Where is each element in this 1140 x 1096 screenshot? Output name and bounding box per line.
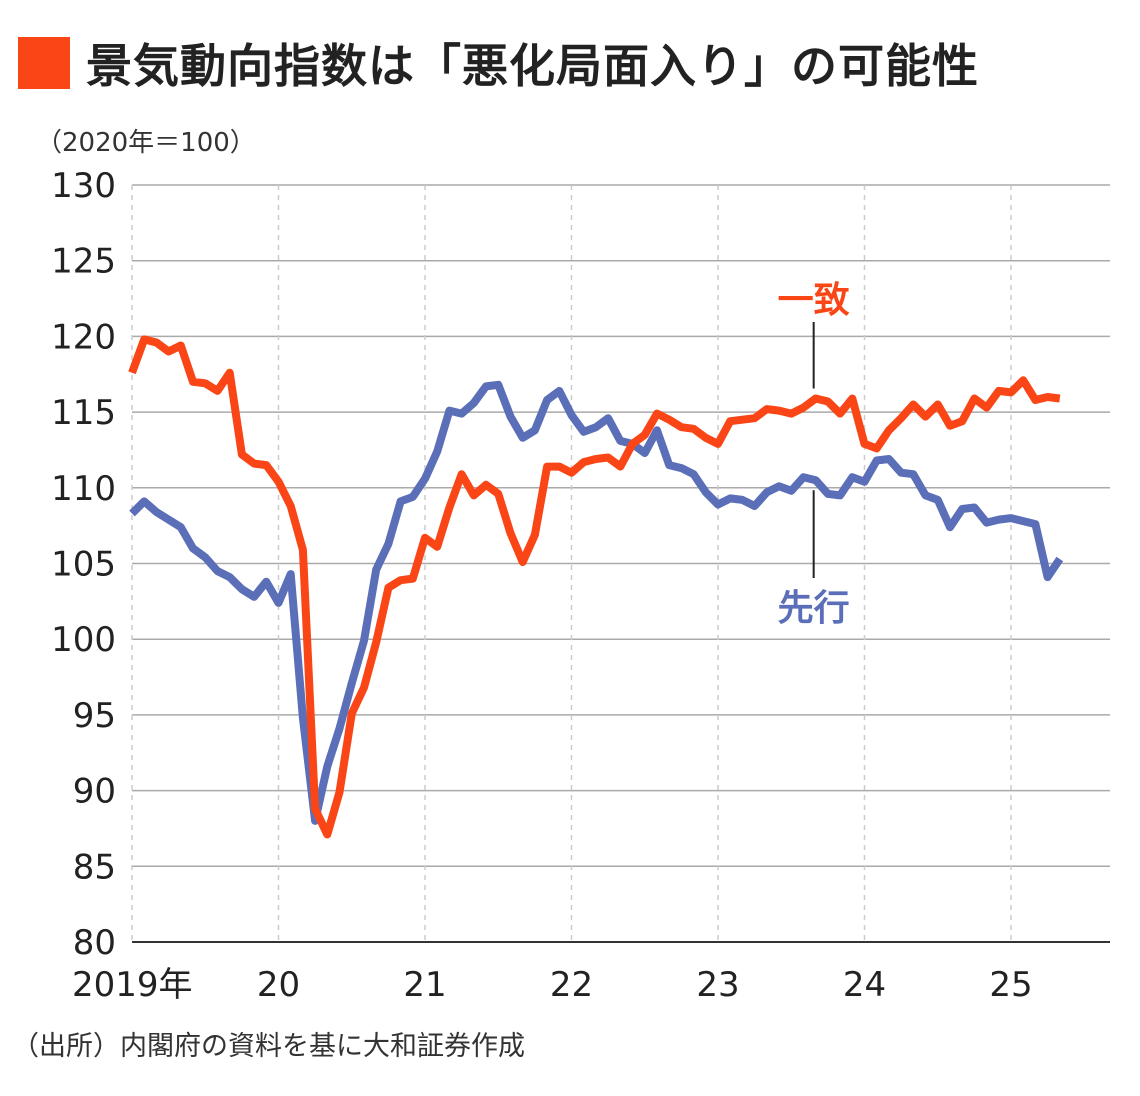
y-tick-labels: 130 125 120 115 110 105 100 95 90 85 80 bbox=[51, 166, 116, 963]
series-layer bbox=[128, 335, 1064, 839]
y-tick-label: 130 bbox=[51, 166, 116, 206]
x-tick-labels: 2019年 20 21 22 23 24 25 bbox=[72, 965, 1033, 1005]
series-label-leading: 先行 bbox=[778, 588, 850, 629]
y-tick-label: 105 bbox=[51, 545, 116, 585]
source-note: （出所）内閣府の資料を基に大和証券作成 bbox=[12, 1031, 525, 1062]
page-title: 景気動向指数は「悪化局面入り」の可能性 bbox=[86, 39, 979, 93]
x-tick-label: 2019年 bbox=[72, 965, 193, 1005]
grid-layer bbox=[132, 184, 1110, 868]
y-tick-label: 95 bbox=[73, 696, 116, 736]
y-tick-label: 125 bbox=[51, 242, 116, 282]
y-tick-label: 120 bbox=[51, 317, 116, 357]
y-tick-label: 115 bbox=[51, 393, 116, 433]
x-tick-label: 22 bbox=[550, 965, 593, 1005]
y-tick-label: 80 bbox=[73, 923, 116, 963]
unit-label: （2020年＝100） bbox=[36, 128, 256, 158]
x-tick-label: 24 bbox=[843, 965, 886, 1005]
y-tick-label: 90 bbox=[73, 772, 116, 812]
vertical-grid-layer bbox=[131, 185, 1012, 942]
x-tick-label: 25 bbox=[989, 965, 1032, 1005]
x-tick-label: 23 bbox=[696, 965, 739, 1005]
y-tick-label: 85 bbox=[73, 847, 116, 887]
y-tick-label: 100 bbox=[51, 620, 116, 660]
title-accent-square bbox=[18, 37, 70, 89]
y-tick-label: 110 bbox=[51, 469, 116, 509]
x-tick-label: 21 bbox=[403, 965, 446, 1005]
series-label-coincident: 一致 bbox=[778, 280, 850, 321]
x-tick-label: 20 bbox=[257, 965, 300, 1005]
title-row: 景気動向指数は「悪化局面入り」の可能性 bbox=[18, 28, 979, 98]
series-line-leading bbox=[129, 380, 1064, 825]
series-line-coincident bbox=[128, 335, 1061, 839]
